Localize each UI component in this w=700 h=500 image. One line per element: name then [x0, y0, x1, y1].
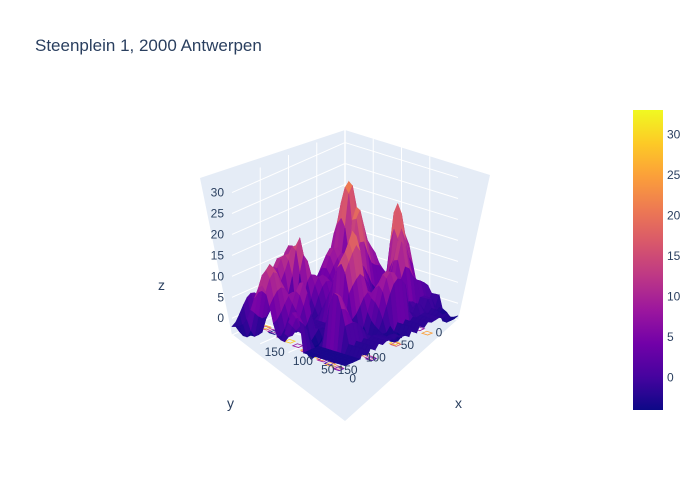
x-tick-label: 50	[321, 363, 335, 377]
floor-contour-line	[323, 360, 336, 366]
floor-edge	[231, 319, 459, 423]
floor-contour-line	[291, 343, 305, 348]
floor-contour-line	[283, 338, 297, 344]
floor-contour-line	[364, 356, 378, 362]
y-axis-title: y	[227, 395, 234, 411]
x-axis-ticks: 0 50 100 150	[265, 345, 357, 385]
z-tick-label: 20	[211, 227, 225, 241]
floor-contour-line	[389, 342, 402, 347]
colorbar-tick-label: 10	[667, 289, 681, 303]
x-axis-title: x	[455, 395, 462, 411]
surface-plot	[231, 180, 459, 367]
x-tick-label: 150	[265, 345, 285, 359]
x-tick-label: 100	[293, 354, 313, 368]
y-tick-label: 150	[338, 363, 358, 377]
colorbar	[633, 110, 663, 410]
z-tick-label: 5	[217, 290, 224, 304]
y-tick-label: 100	[366, 351, 386, 365]
colorbar-tick-label: 15	[667, 249, 681, 263]
floor-contour-line	[363, 355, 377, 360]
scene-3d[interactable]	[200, 130, 490, 423]
colorbar-tick-label: 30	[667, 127, 681, 141]
floor-contour-line	[331, 365, 344, 370]
floor-contour-line	[420, 330, 434, 336]
chart-title: Steenplein 1, 2000 Antwerpen	[35, 36, 262, 55]
colorbar-tick-label: 0	[667, 371, 674, 385]
z-tick-label: 0	[217, 311, 224, 325]
surface-cell	[340, 362, 350, 367]
z-axis-ticks: 0 5 10 15 20 25 30	[211, 186, 225, 326]
z-tick-label: 25	[211, 207, 225, 221]
colorbar-tick-label: 5	[667, 330, 674, 344]
x-tick-label: 0	[349, 371, 356, 385]
z-axis-title: z	[158, 277, 165, 293]
z-tick-label: 15	[211, 248, 225, 262]
floor-contour-line	[332, 366, 345, 372]
colorbar-tick-label: 25	[667, 168, 681, 182]
floor-contour-line	[388, 340, 401, 346]
floor-contour-line	[324, 362, 337, 367]
colorbar-ticks: 0 5 10 15 20 25 30	[667, 127, 681, 384]
z-tick-label: 10	[211, 269, 225, 283]
colorbar-tick-label: 20	[667, 208, 681, 222]
y-tick-label: 50	[401, 338, 415, 352]
z-tick-label: 30	[211, 186, 225, 200]
y-axis-ticks: 0 50 100 150	[338, 326, 443, 378]
y-tick-label: 0	[436, 326, 443, 340]
